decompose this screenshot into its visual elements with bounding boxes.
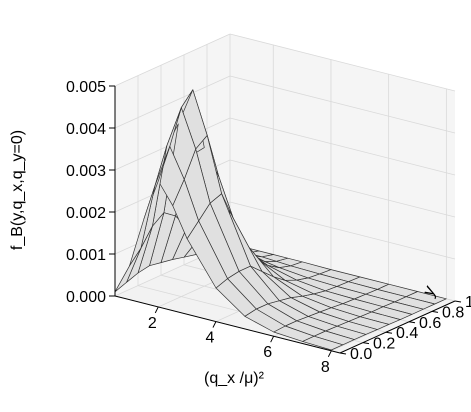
- y-tick-mark: [408, 321, 416, 324]
- z-tick-label: 0.001: [66, 247, 106, 264]
- y-tick-label: 0.0: [350, 346, 372, 363]
- x-tick-label: 4: [206, 330, 215, 347]
- x-axis-label: (q_x /μ)²: [204, 370, 265, 387]
- tick-labels: 0.000 0.001 0.002 0.003 0.004 0.005 2 4 6 8 0.00.2…: [66, 79, 471, 376]
- z-tick-label: 0.005: [66, 79, 106, 96]
- y-tick-mark: [339, 352, 347, 355]
- x-tick-label: 6: [263, 344, 272, 361]
- y-tick-label: 0.6: [419, 315, 441, 332]
- grid-line: [229, 75, 456, 134]
- grid-line: [229, 117, 456, 176]
- grid-line: [229, 201, 456, 260]
- z-tick-label: 0.003: [66, 163, 106, 180]
- y-tick-label: 0.8: [442, 304, 464, 321]
- y-tick-mark: [454, 300, 462, 303]
- x-tick-label: 8: [321, 359, 330, 376]
- y-tick-label: 0.4: [396, 325, 418, 342]
- z-axis-label: f_B(y,q_x,q_y=0): [9, 130, 26, 250]
- z-tick-label: 0.004: [66, 121, 106, 138]
- axis-lines: [109, 85, 462, 358]
- grid-line: [114, 75, 231, 129]
- x-tick-mark: [212, 321, 217, 328]
- grid-line: [229, 33, 456, 92]
- z-tick-label: 0.000: [66, 289, 106, 306]
- x-tick-mark: [327, 350, 332, 358]
- y-axis-line: [339, 300, 456, 354]
- y-tick-mark: [431, 310, 439, 313]
- y-tick-mark: [385, 331, 393, 334]
- back-wall-pane: [230, 34, 455, 301]
- x-tick-mark: [270, 335, 275, 343]
- y-tick-mark: [362, 342, 370, 345]
- y-tick-label: 0.2: [373, 336, 395, 353]
- surface-patch: [114, 247, 142, 293]
- x-tick-label: 2: [148, 315, 157, 332]
- y-tick-label: 1.0: [465, 294, 471, 311]
- x-tick-mark: [154, 306, 159, 314]
- grid-line: [229, 159, 456, 218]
- grid-line: [114, 33, 231, 87]
- x-axis-line: [114, 295, 341, 354]
- z-tick-label: 0.002: [66, 205, 106, 222]
- surface-mesh: [114, 89, 447, 351]
